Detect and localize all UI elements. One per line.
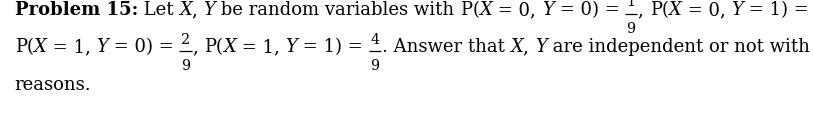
Text: (: ( bbox=[472, 1, 479, 19]
Text: Problem 15:: Problem 15: bbox=[15, 1, 138, 19]
Text: X: X bbox=[511, 38, 524, 56]
Text: (: ( bbox=[216, 38, 223, 56]
Text: ,: , bbox=[192, 1, 203, 19]
Text: 9: 9 bbox=[180, 60, 190, 74]
Text: Let: Let bbox=[138, 1, 179, 19]
Text: = 1) =: = 1) = bbox=[298, 38, 369, 56]
Text: 9: 9 bbox=[370, 60, 380, 74]
Text: . Answer that: . Answer that bbox=[382, 38, 511, 56]
Text: be random variables with: be random variables with bbox=[215, 1, 460, 19]
Text: = 0,: = 0, bbox=[492, 1, 541, 19]
Text: (: ( bbox=[662, 1, 668, 19]
Text: (: ( bbox=[27, 38, 33, 56]
Text: ,: , bbox=[524, 38, 535, 56]
Text: ,: , bbox=[638, 1, 650, 19]
Text: = 1,: = 1, bbox=[46, 38, 96, 56]
Text: X: X bbox=[33, 38, 46, 56]
Text: = 0) =: = 0) = bbox=[554, 1, 625, 19]
Text: P: P bbox=[204, 38, 216, 56]
Text: = 1) =: = 1) = bbox=[743, 1, 813, 19]
Text: P: P bbox=[650, 1, 662, 19]
Text: = 1,: = 1, bbox=[236, 38, 285, 56]
Text: X: X bbox=[223, 38, 236, 56]
Text: 9: 9 bbox=[627, 22, 636, 36]
Text: 4: 4 bbox=[370, 32, 380, 46]
Text: P: P bbox=[15, 38, 27, 56]
Text: Y: Y bbox=[96, 38, 108, 56]
Text: Y: Y bbox=[535, 38, 547, 56]
Text: ,: , bbox=[193, 38, 204, 56]
Text: Y: Y bbox=[203, 1, 215, 19]
Text: Y: Y bbox=[541, 1, 554, 19]
Text: X: X bbox=[479, 1, 492, 19]
Text: = 0,: = 0, bbox=[681, 1, 731, 19]
Text: 1: 1 bbox=[627, 0, 636, 9]
Text: X: X bbox=[668, 1, 681, 19]
Text: = 0) =: = 0) = bbox=[108, 38, 180, 56]
Text: X: X bbox=[179, 1, 192, 19]
Text: Y: Y bbox=[731, 1, 743, 19]
Text: reasons.: reasons. bbox=[15, 76, 91, 94]
Text: 2: 2 bbox=[180, 32, 190, 46]
Text: P: P bbox=[460, 1, 472, 19]
Text: are independent or not with: are independent or not with bbox=[547, 38, 810, 56]
Text: Y: Y bbox=[285, 38, 298, 56]
